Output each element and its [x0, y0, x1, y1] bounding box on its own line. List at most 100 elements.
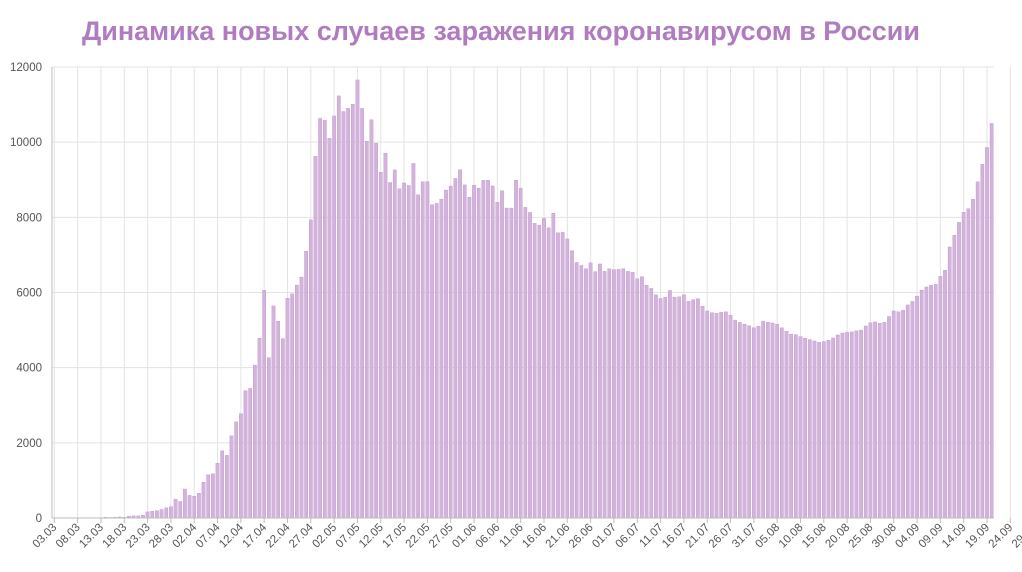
y-tick-label: 12000 [10, 62, 42, 74]
bar [546, 227, 551, 519]
bar [877, 322, 882, 519]
bar [243, 390, 248, 519]
x-tick-label: 20.08 [823, 522, 852, 551]
y-tick-label: 0 [36, 513, 42, 525]
bar [271, 305, 276, 519]
bar [420, 181, 425, 519]
x-tick-label: 08.03 [54, 522, 83, 551]
bar [481, 180, 486, 519]
bar [710, 312, 714, 519]
bar [742, 323, 747, 519]
bar [770, 322, 775, 519]
bar [173, 499, 178, 519]
bar [985, 147, 989, 519]
bar [887, 316, 891, 519]
bar [388, 182, 392, 519]
bar [574, 262, 579, 519]
bar [882, 322, 887, 519]
bar [411, 163, 416, 519]
bar [845, 332, 849, 519]
bar [220, 450, 225, 519]
bar [793, 334, 798, 519]
bar [752, 327, 756, 519]
x-tick-label: 29.09 [1010, 522, 1022, 551]
bar [514, 180, 518, 519]
bar [901, 310, 905, 519]
bar [812, 340, 817, 519]
bar [192, 495, 197, 519]
bar [257, 338, 262, 519]
bar [929, 284, 933, 519]
bar [938, 276, 943, 519]
bar [691, 299, 696, 519]
x-tick-label: 19.09 [963, 522, 992, 551]
bar [700, 306, 705, 519]
bar [784, 331, 789, 519]
bar [724, 311, 728, 519]
bar [206, 474, 211, 519]
bar [947, 246, 952, 519]
bar [299, 276, 304, 519]
bar [159, 509, 164, 519]
bar [267, 357, 271, 519]
bar [910, 301, 915, 519]
bar [602, 271, 607, 519]
bar [276, 321, 280, 519]
bar [448, 185, 453, 519]
bar [961, 212, 966, 519]
bar [336, 95, 341, 519]
bar [635, 278, 640, 519]
bar [285, 298, 290, 519]
x-tick-label: 02.04 [171, 521, 200, 550]
bar [504, 207, 509, 519]
bar [234, 421, 239, 519]
bar [598, 263, 602, 519]
bar [607, 268, 612, 519]
bar [919, 289, 924, 519]
bar [873, 321, 877, 519]
bar [761, 320, 765, 519]
bar [229, 435, 234, 519]
bar [933, 284, 938, 519]
bar [626, 271, 630, 519]
bar [490, 185, 495, 519]
bar [248, 388, 253, 519]
bar [304, 251, 308, 519]
bar [640, 276, 644, 519]
bar [565, 238, 570, 519]
bar [467, 197, 472, 519]
bar [779, 327, 784, 519]
bar [915, 295, 919, 519]
bar [197, 493, 201, 519]
bar [821, 341, 826, 519]
bar [989, 123, 994, 519]
bar [402, 182, 406, 519]
x-tick-label: 24.09 [987, 522, 1016, 551]
bar [397, 188, 402, 519]
x-tick-label: 01.07 [590, 522, 619, 551]
bar [439, 198, 444, 519]
x-tick-label: 07.05 [334, 522, 363, 551]
bar [924, 286, 929, 519]
x-tick-label: 22.05 [404, 522, 433, 551]
bar [840, 332, 845, 519]
bar [537, 225, 542, 519]
x-tick-label: 17.04 [240, 521, 269, 550]
x-tick-label: 11.06 [498, 522, 526, 550]
bar [584, 268, 588, 519]
bar [705, 310, 710, 519]
bar [579, 265, 584, 519]
bar [854, 330, 859, 519]
bar [378, 172, 383, 519]
bar [215, 463, 220, 519]
bar [518, 187, 523, 519]
bar [476, 187, 481, 519]
x-tick-label: 16.07 [660, 522, 689, 551]
chart-title: Динамика новых случаев заражения коронав… [82, 16, 920, 46]
bar [835, 334, 840, 519]
x-tick-label: 12.05 [357, 522, 386, 551]
bar [458, 169, 462, 519]
bar [364, 140, 369, 519]
